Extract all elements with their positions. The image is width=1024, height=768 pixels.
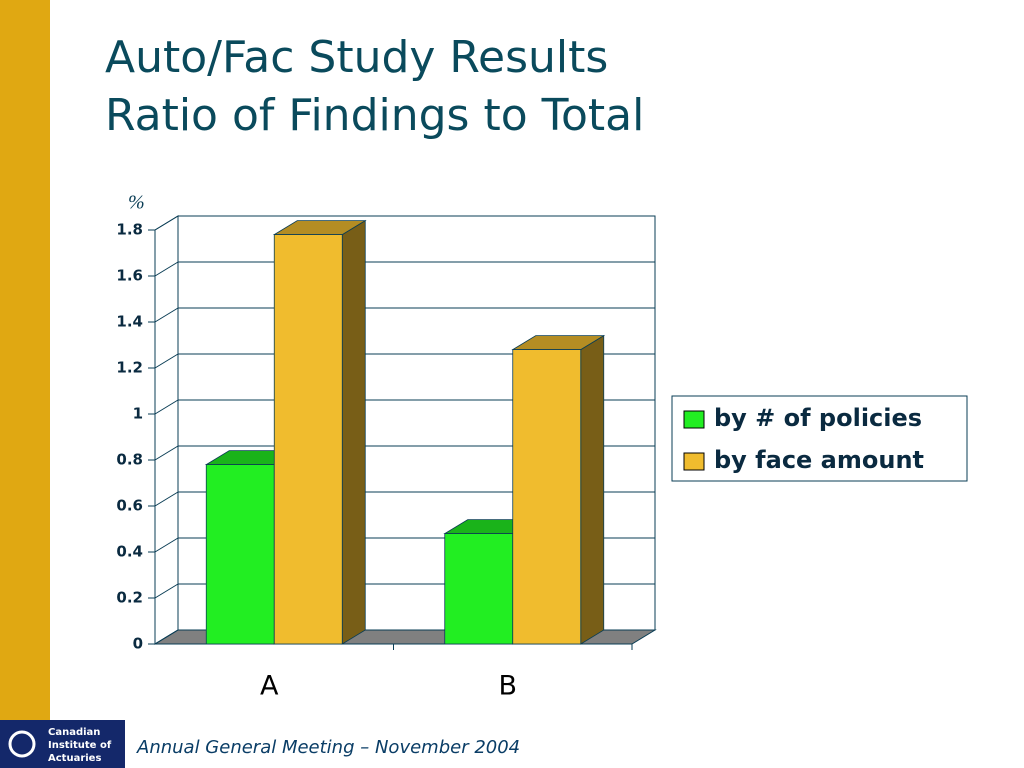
y-tick-label: 1 bbox=[133, 405, 143, 423]
logo-icon bbox=[8, 730, 36, 758]
grid-line bbox=[154, 629, 179, 645]
grid-line bbox=[154, 353, 179, 369]
logo-text: Canadian bbox=[48, 727, 100, 738]
grid-line bbox=[154, 215, 179, 231]
logo-box bbox=[0, 720, 125, 768]
legend-label: by # of policies bbox=[714, 404, 922, 432]
logo-text: Actuaries bbox=[48, 753, 101, 764]
legend-label: by face amount bbox=[714, 446, 924, 474]
y-tick-label: 1.8 bbox=[116, 221, 143, 239]
grid-line bbox=[154, 261, 179, 277]
bar bbox=[273, 234, 343, 645]
y-tick-label: 1.4 bbox=[116, 313, 143, 331]
bar bbox=[444, 533, 514, 645]
footer-text: Annual General Meeting – November 2004 bbox=[136, 737, 520, 758]
grid-line bbox=[154, 583, 179, 599]
bar bbox=[205, 464, 275, 645]
y-tick-label: 1.2 bbox=[116, 359, 143, 377]
chart-subtitle: Ratio of Findings to Total bbox=[105, 90, 644, 141]
legend-box bbox=[671, 395, 968, 482]
y-tick-label: 0.6 bbox=[116, 497, 143, 515]
grid-line bbox=[154, 491, 179, 507]
grid-line bbox=[154, 445, 179, 461]
legend-swatch bbox=[683, 410, 705, 429]
bar-side bbox=[341, 219, 366, 645]
x-tick-label: A bbox=[260, 671, 279, 702]
y-axis-label: % bbox=[128, 192, 145, 214]
y-tick-label: 1.6 bbox=[116, 267, 143, 285]
legend-swatch bbox=[683, 452, 705, 471]
grid-line bbox=[154, 537, 179, 553]
grid-line bbox=[154, 307, 179, 323]
y-tick-label: 0.4 bbox=[116, 543, 143, 561]
bar-side bbox=[580, 334, 605, 645]
chart-title: Auto/Fac Study Results bbox=[105, 32, 608, 83]
y-tick-label: 0.8 bbox=[116, 451, 143, 469]
bar bbox=[512, 349, 582, 645]
y-tick-label: 0.2 bbox=[116, 589, 143, 607]
x-tick-label: B bbox=[498, 671, 517, 702]
y-tick-label: 0 bbox=[133, 635, 143, 653]
logo-text: Institute of bbox=[48, 740, 112, 751]
side-band bbox=[0, 0, 50, 768]
grid-line bbox=[154, 399, 179, 415]
side-wall bbox=[154, 215, 179, 645]
